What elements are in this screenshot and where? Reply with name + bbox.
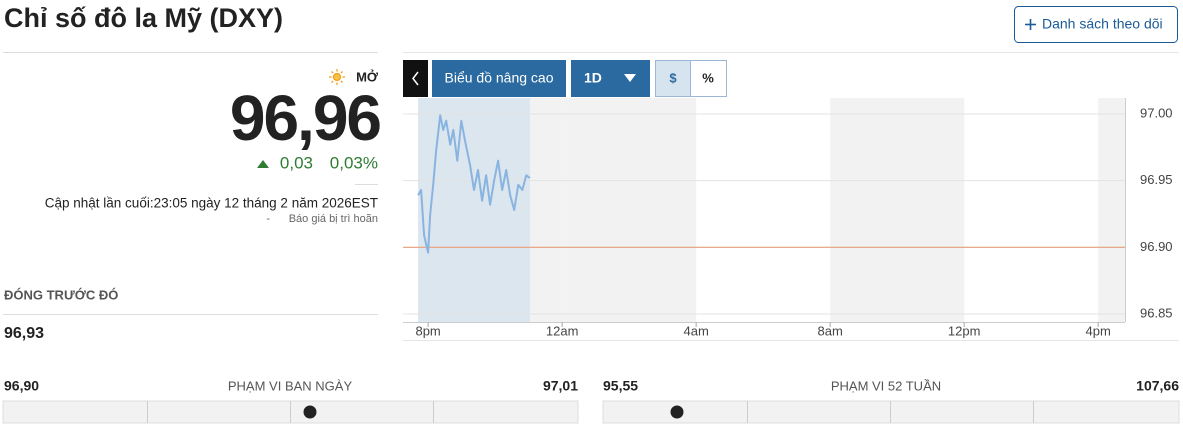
x-tick-label: 4am <box>684 323 709 338</box>
y-tick-label: 96.95 <box>1140 172 1173 187</box>
session-band <box>830 98 965 322</box>
x-tick-label: 8am <box>818 323 843 338</box>
week52-low: 95,55 <box>603 378 638 394</box>
price-change: 0,03 <box>280 153 313 172</box>
button-label[interactable]: Biểu đồ nâng cao <box>445 70 554 86</box>
period-label[interactable]: 1D <box>584 70 602 86</box>
delay-note: Báo giá bị trì hoãn <box>289 213 378 225</box>
sun-icon <box>329 69 345 85</box>
page-title: Chỉ số đô la Mỹ (DXY) <box>4 3 283 33</box>
session-tail <box>529 98 563 322</box>
x-tick-label: 8pm <box>415 323 440 338</box>
chart-toolbar: Biểu đồ nâng cao 1D $ % <box>403 60 727 97</box>
dollar-toggle[interactable] <box>655 60 691 97</box>
last-updated: Cập nhật lần cuối:23:05 ngày 12 tháng 2 … <box>45 196 378 211</box>
up-arrow <box>257 160 269 168</box>
day-range-label: PHẠM VI BAN NGÀY <box>228 378 353 393</box>
session-band <box>1098 98 1125 322</box>
x-tick-label: 4pm <box>1086 323 1111 338</box>
dollar-label[interactable]: $ <box>669 70 677 85</box>
button-label[interactable]: Danh sách theo dõi <box>1042 16 1163 32</box>
day-range-low: 96,90 <box>4 378 39 394</box>
week52-high: 107,66 <box>1136 378 1179 394</box>
y-tick-label: 96.90 <box>1140 239 1173 254</box>
x-tick-label: 12am <box>546 323 579 338</box>
dash: - <box>266 213 270 225</box>
y-tick-label: 96.85 <box>1140 305 1173 320</box>
price: 96,96 <box>230 82 381 154</box>
advanced-chart-button[interactable] <box>432 60 566 97</box>
x-tick-label: 12pm <box>948 323 981 338</box>
price-change-percent: 0,03% <box>330 153 378 172</box>
period-select[interactable] <box>571 60 650 97</box>
price-line <box>417 114 531 254</box>
active-session <box>418 98 530 322</box>
chart: 96.85 96.90 96.95 97.00 8pm 12am 4am 8am 12pm 4pm <box>403 52 1183 341</box>
session-band <box>562 98 697 322</box>
percent-label[interactable]: % <box>702 70 714 85</box>
y-tick-label: 97.00 <box>1140 105 1173 120</box>
previous-close-label: ĐÓNG TRƯỚC ĐÓ <box>4 287 118 302</box>
collapse-button[interactable] <box>403 60 428 97</box>
market-status: MỞ <box>356 69 379 84</box>
week52-label: PHẠM VI 52 TUẦN <box>831 378 941 393</box>
percent-toggle[interactable] <box>690 60 727 97</box>
day-range-bar <box>2 400 579 424</box>
watchlist-button[interactable]: Danh sách theo dõi <box>1014 6 1178 43</box>
day-range-high: 97,01 <box>543 378 578 394</box>
previous-close-value: 96,93 <box>4 325 44 342</box>
week52-range-bar <box>602 400 1180 424</box>
